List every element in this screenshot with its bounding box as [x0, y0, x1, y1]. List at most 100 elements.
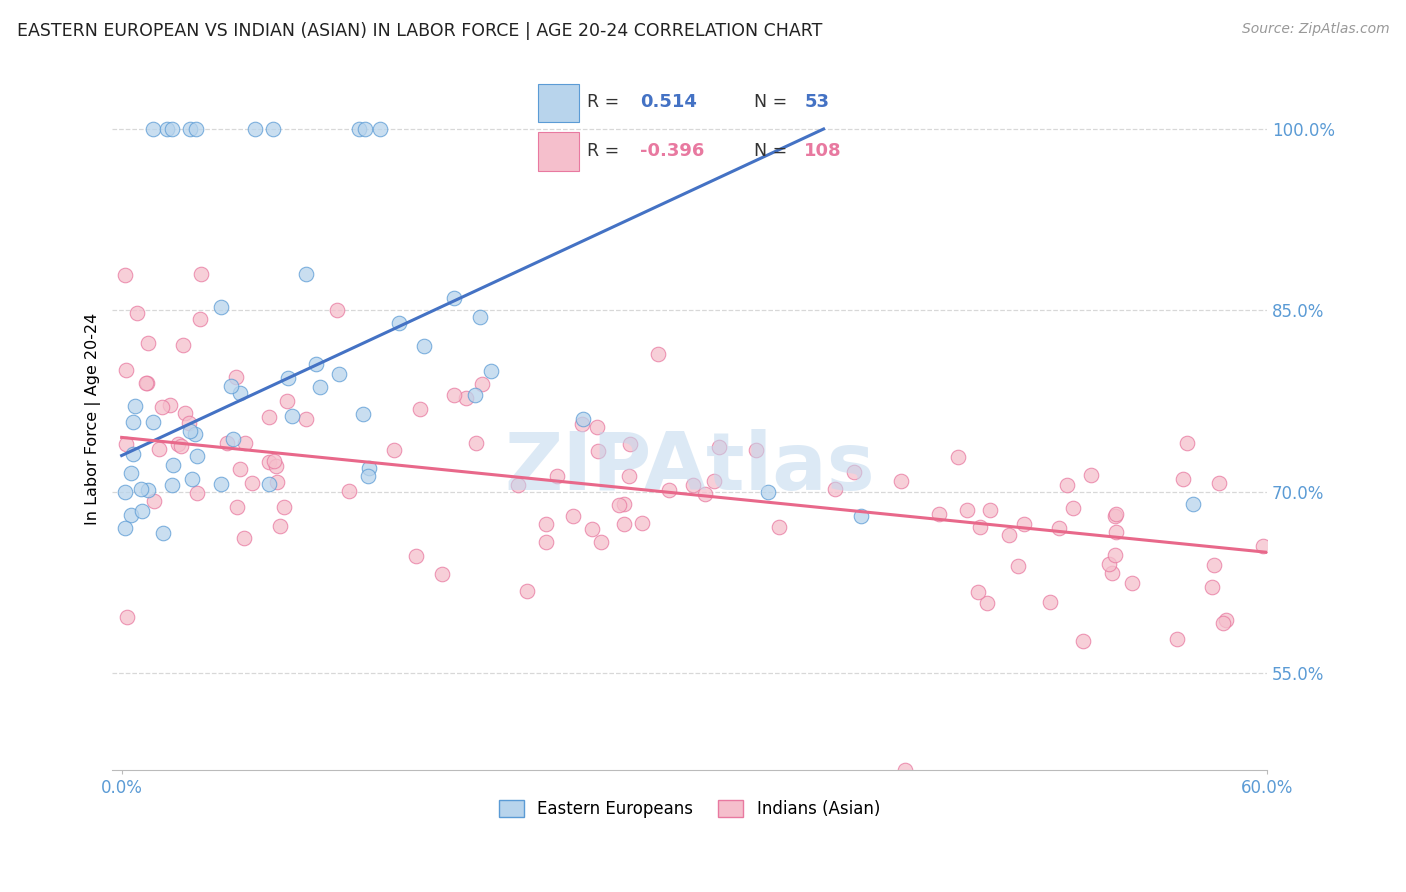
Point — [257, 455, 280, 469]
Point — [359, 461, 381, 475]
Point — [613, 516, 636, 531]
Text: R =: R = — [588, 94, 619, 112]
Text: N =: N = — [754, 94, 787, 112]
Text: 108: 108 — [804, 142, 842, 161]
Point — [209, 301, 232, 315]
Point — [264, 458, 287, 473]
Point — [464, 388, 486, 402]
Point — [695, 487, 717, 501]
Point — [382, 443, 405, 458]
Point — [240, 475, 263, 490]
Point — [277, 371, 299, 385]
Point — [121, 447, 143, 461]
Point — [188, 312, 211, 326]
Point — [744, 442, 766, 457]
Point — [454, 391, 477, 405]
Point — [1071, 634, 1094, 648]
Point — [1062, 501, 1084, 516]
Point — [1104, 509, 1126, 524]
Point — [1204, 558, 1226, 573]
Point — [162, 458, 184, 473]
Legend: Eastern Europeans, Indians (Asian): Eastern Europeans, Indians (Asian) — [492, 793, 887, 825]
Point — [572, 412, 595, 426]
Point — [143, 493, 166, 508]
Point — [131, 504, 153, 518]
Point — [276, 393, 298, 408]
Point — [1039, 595, 1062, 609]
Point — [586, 443, 609, 458]
Point — [976, 596, 998, 610]
Point — [328, 368, 350, 382]
Point — [352, 408, 374, 422]
Point — [1104, 525, 1126, 540]
Point — [222, 432, 245, 446]
Point — [186, 122, 208, 136]
Text: EASTERN EUROPEAN VS INDIAN (ASIAN) IN LABOR FORCE | AGE 20-24 CORRELATION CHART: EASTERN EUROPEAN VS INDIAN (ASIAN) IN LA… — [17, 22, 823, 40]
Point — [1101, 566, 1123, 581]
Point — [120, 508, 142, 522]
Point — [281, 409, 304, 424]
Point — [408, 401, 430, 416]
Text: R =: R = — [588, 142, 619, 161]
Point — [170, 439, 193, 453]
Point — [179, 122, 201, 136]
Point — [589, 535, 612, 549]
Point — [534, 517, 557, 532]
Point — [142, 122, 165, 136]
Point — [998, 528, 1021, 542]
Point — [190, 267, 212, 281]
Point — [262, 122, 284, 136]
Point — [1121, 575, 1143, 590]
Point — [305, 357, 328, 371]
Point — [405, 549, 427, 564]
Point — [114, 485, 136, 500]
Point — [768, 520, 790, 534]
Point — [890, 474, 912, 488]
Point — [894, 763, 917, 777]
Point — [709, 440, 731, 454]
Point — [309, 380, 332, 394]
Point — [470, 310, 492, 324]
Point — [294, 411, 316, 425]
Point — [263, 454, 285, 468]
Point — [217, 436, 239, 450]
Point — [235, 436, 257, 450]
Point — [534, 534, 557, 549]
Point — [177, 416, 200, 430]
Point — [756, 484, 779, 499]
Point — [956, 502, 979, 516]
Point — [979, 502, 1001, 516]
Point — [162, 478, 184, 492]
Point — [631, 516, 654, 530]
Point — [114, 521, 136, 535]
Point — [136, 376, 159, 391]
FancyBboxPatch shape — [538, 132, 579, 170]
Point — [581, 522, 603, 536]
Point — [388, 316, 411, 330]
Point — [148, 442, 170, 457]
Point — [1208, 475, 1230, 490]
Point — [166, 437, 188, 451]
Point — [266, 475, 288, 490]
Point — [724, 775, 747, 789]
Text: Source: ZipAtlas.com: Source: ZipAtlas.com — [1241, 22, 1389, 37]
Point — [443, 388, 465, 402]
Text: 0.514: 0.514 — [640, 94, 696, 112]
Text: -0.396: -0.396 — [640, 142, 704, 161]
Point — [273, 500, 295, 514]
Point — [1212, 616, 1234, 631]
Point — [357, 469, 380, 483]
Point — [120, 466, 142, 480]
Point — [1251, 539, 1274, 553]
Point — [349, 122, 371, 136]
Point — [257, 476, 280, 491]
Point — [465, 436, 488, 450]
Point — [824, 483, 846, 497]
Point — [849, 508, 872, 523]
Point — [172, 337, 194, 351]
Point — [1166, 632, 1188, 647]
Point — [1201, 580, 1223, 594]
Point — [269, 518, 291, 533]
Point — [326, 303, 349, 318]
Point — [152, 526, 174, 541]
